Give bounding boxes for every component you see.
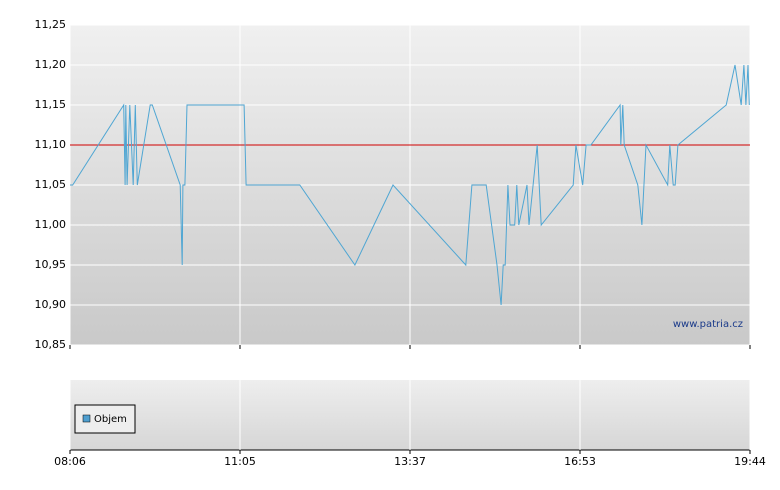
- y-tick-label: 10,90: [35, 298, 67, 311]
- y-tick-label: 11,25: [35, 18, 67, 31]
- y-tick-label: 11,00: [35, 218, 67, 231]
- y-tick-label: 10,95: [35, 258, 67, 271]
- y-tick-label: 11,10: [35, 138, 67, 151]
- price-line: [70, 64, 750, 306]
- x-tick-label: 08:06: [54, 455, 86, 468]
- y-tick-label: 11,05: [35, 178, 67, 191]
- x-tick-label: 19:44: [734, 455, 766, 468]
- legend-swatch: [82, 414, 91, 423]
- y-tick-label: 10,85: [35, 338, 67, 351]
- x-tick-label: 16:53: [564, 455, 596, 468]
- y-tick-label: 11,15: [35, 98, 67, 111]
- watermark: www.patria.cz: [673, 319, 743, 330]
- x-tick-label: 11:05: [224, 455, 256, 468]
- y-tick-label: 11,20: [35, 58, 67, 71]
- x-tick-label: 13:37: [394, 455, 426, 468]
- legend-label: Objem: [94, 414, 127, 425]
- legend-box: [74, 404, 136, 434]
- legend: Objem: [74, 404, 136, 434]
